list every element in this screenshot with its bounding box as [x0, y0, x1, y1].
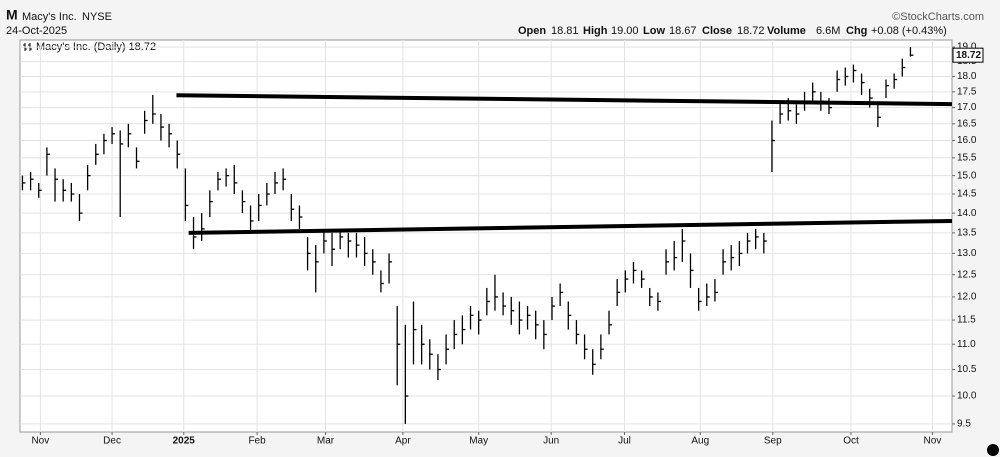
- y-tick-label: 13.0: [957, 248, 977, 259]
- y-tick-label: 11.5: [957, 315, 976, 326]
- x-tick-label: Apr: [395, 436, 411, 447]
- x-tick-label: Sep: [764, 436, 782, 447]
- chg-label: Chg: [846, 25, 867, 37]
- volume-label: Volume: [767, 25, 806, 37]
- trendline: [188, 218, 953, 235]
- high: 19.00: [611, 25, 639, 37]
- y-tick-label: 15.5: [957, 152, 977, 163]
- x-tick-label: Jun: [543, 436, 559, 447]
- y-tick-label: 10.5: [957, 364, 977, 375]
- x-tick-label: May: [469, 436, 488, 447]
- y-tick-label: 14.0: [957, 208, 977, 219]
- y-tick-label: 19.0: [957, 42, 977, 53]
- price-tag: 18.72: [956, 50, 981, 61]
- y-tick-label: 16.0: [957, 135, 977, 146]
- x-tick-label: Nov: [924, 436, 942, 447]
- x-tick-label: Mar: [317, 436, 335, 447]
- y-tick-label: 12.5: [957, 269, 977, 280]
- y-tick-label: 12.0: [957, 292, 977, 303]
- y-tick-label: 17.5: [957, 86, 977, 97]
- corner-dot: [987, 444, 999, 456]
- y-tick-label: 9.5: [957, 419, 971, 430]
- x-tick-label: Feb: [248, 436, 266, 447]
- volume: 6.6M: [816, 25, 840, 37]
- source: ©StockCharts.com: [892, 11, 984, 23]
- high-label: High: [583, 25, 608, 37]
- y-tick-label: 11.0: [957, 339, 976, 350]
- chg: +0.08 (+0.43%): [871, 25, 947, 37]
- low: 18.67: [669, 25, 697, 37]
- company-name: Macy's Inc.: [22, 11, 77, 23]
- y-tick-label: 18.0: [957, 71, 977, 82]
- x-tick-label: Nov: [31, 436, 49, 447]
- symbol: M: [6, 7, 18, 23]
- trendline: [176, 93, 953, 107]
- y-tick-label: 16.5: [957, 118, 977, 129]
- x-tick-label: Aug: [691, 436, 709, 447]
- y-tick-label: 17.0: [957, 102, 977, 113]
- open: 18.81: [551, 25, 579, 37]
- close: 18.72: [737, 25, 765, 37]
- x-tick-label: Oct: [843, 436, 859, 447]
- x-tick-label: 2025: [173, 436, 196, 447]
- y-tick-label: 13.5: [957, 228, 977, 239]
- y-tick-label: 15.0: [957, 170, 977, 181]
- exchange: NYSE: [82, 11, 112, 23]
- y-tick-label: 10.0: [957, 391, 977, 402]
- low-label: Low: [643, 25, 665, 37]
- price-tag-box: [952, 47, 984, 63]
- x-tick-label: Jul: [618, 436, 631, 447]
- close-label: Close: [702, 25, 732, 37]
- open-label: Open: [518, 25, 546, 37]
- y-tick-label: 14.5: [957, 189, 977, 200]
- x-tick-label: Dec: [103, 436, 121, 447]
- date: 24-Oct-2025: [6, 25, 67, 37]
